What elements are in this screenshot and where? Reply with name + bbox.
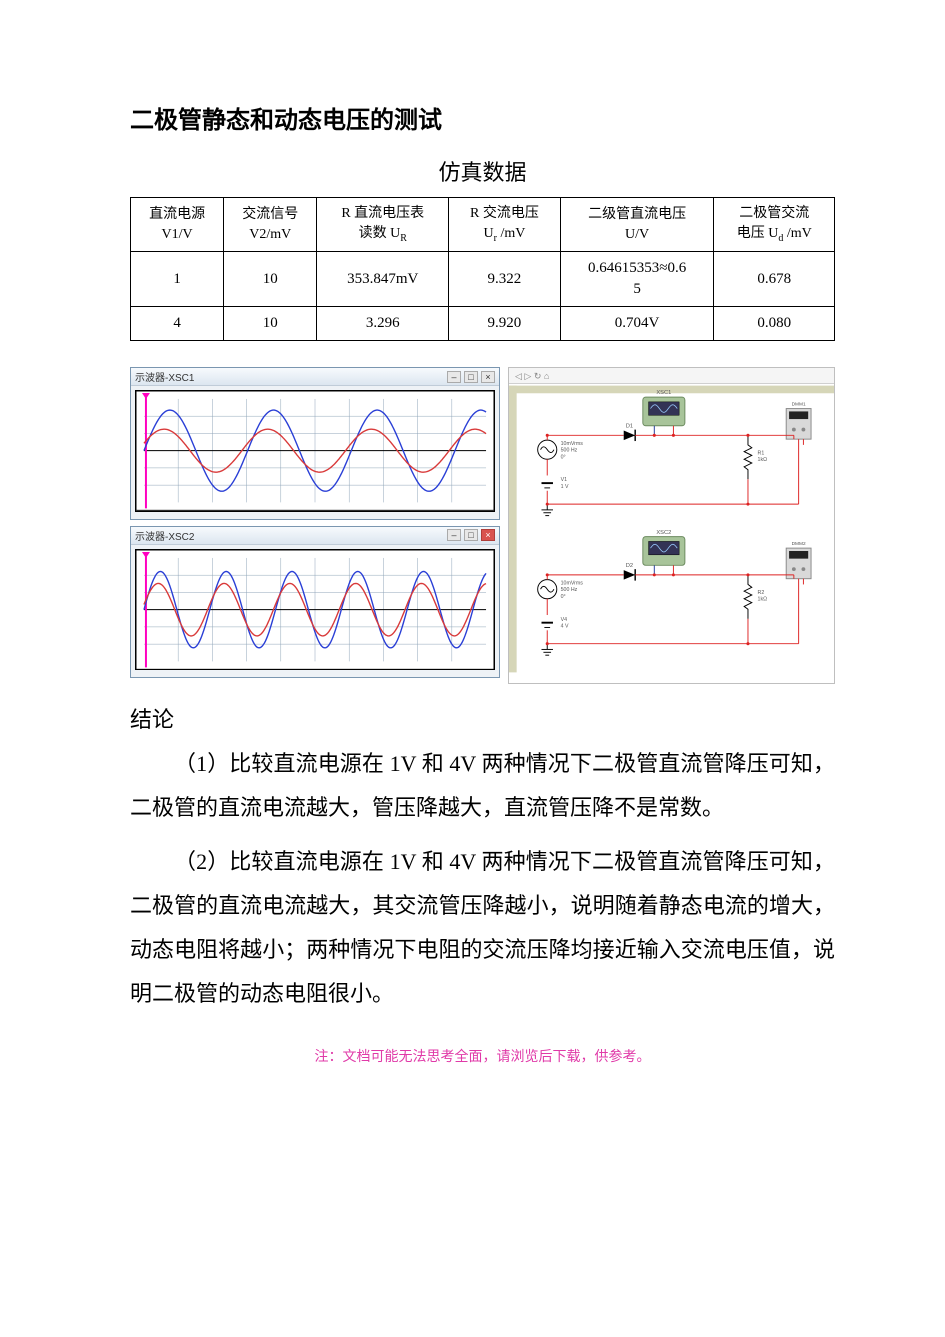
svg-text:500 Hz: 500 Hz (561, 448, 578, 454)
table-cell: 9.920 (449, 307, 561, 341)
svg-text:0°: 0° (561, 455, 566, 461)
scope2-screen (135, 549, 495, 670)
header-v2: 交流信号V2/mV (224, 198, 317, 252)
svg-text:1kΩ: 1kΩ (758, 458, 768, 464)
scope1-screen (135, 390, 495, 511)
svg-text:DMM2: DMM2 (792, 542, 806, 548)
table-cell: 4 (131, 307, 224, 341)
close-icon[interactable]: × (481, 529, 495, 541)
conclusion-1: （1）比较直流电源在 1V 和 4V 两种情况下二极管直流管降压可知，二极管的直… (130, 742, 835, 830)
table-cell: 10 (224, 307, 317, 341)
svg-text:V1: V1 (561, 478, 568, 484)
svg-text:R1: R1 (758, 451, 765, 457)
oscilloscope-window-2: 示波器-XSC2 – □ × (130, 526, 500, 678)
header-v1: 直流电源V1/V (131, 198, 224, 252)
table-cell: 10 (224, 252, 317, 307)
max-icon[interactable]: □ (464, 371, 478, 383)
schematic-toolbar[interactable]: ◁ ▷ ↻ ⌂ (509, 368, 834, 384)
header-ud: 二极管交流电压 Ud /mV (714, 198, 835, 252)
conclusion-heading: 结论 (130, 702, 835, 734)
table-cell: 1 (131, 252, 224, 307)
svg-text:D2: D2 (626, 564, 633, 570)
data-table: 直流电源V1/V交流信号V2/mVR 直流电压表读数 URR 交流电压Ur /m… (130, 197, 835, 341)
oscilloscope-window-1: 示波器-XSC1 – □ × (130, 367, 500, 519)
header-urmv: R 交流电压Ur /mV (449, 198, 561, 252)
header-ur: R 直流电压表读数 UR (317, 198, 449, 252)
table-cell: 0.64615353≈0.65 (560, 252, 714, 307)
conclusion-2: （2）比较直流电源在 1V 和 4V 两种情况下二极管直流管降压可知，二极管的直… (130, 840, 835, 1016)
schematic-panel: ◁ ▷ ↻ ⌂ XSC1DMM110mVrms500 Hz0°V11 VD1R1… (508, 367, 835, 684)
min-icon[interactable]: – (447, 371, 461, 383)
svg-text:10mVrms: 10mVrms (561, 441, 584, 447)
figures-row: 示波器-XSC1 – □ × 示波器-XSC2 – □ × (130, 367, 835, 684)
header-uv: 二级管直流电压U/V (560, 198, 714, 252)
svg-text:XSC2: XSC2 (656, 530, 671, 536)
footnote: 注：文档可能无法思考全面，请浏览后下载，供参考。 (130, 1046, 835, 1066)
svg-text:XSC1: XSC1 (656, 391, 671, 397)
svg-text:1 V: 1 V (561, 484, 569, 490)
close-icon[interactable]: × (481, 371, 495, 383)
scope2-title: 示波器-XSC2 (135, 528, 194, 543)
table-cell: 3.296 (317, 307, 449, 341)
svg-text:D1: D1 (626, 424, 633, 430)
schematic-canvas: XSC1DMM110mVrms500 Hz0°V11 VD1R11kΩXSC2D… (509, 384, 834, 674)
svg-text:0°: 0° (561, 594, 566, 600)
svg-text:R2: R2 (758, 590, 765, 596)
page-title: 二极管静态和动态电压的测试 (130, 100, 835, 135)
svg-text:DMM1: DMM1 (792, 402, 806, 408)
table-cell: 9.322 (449, 252, 561, 307)
svg-text:1kΩ: 1kΩ (758, 597, 768, 603)
max-icon[interactable]: □ (464, 529, 478, 541)
svg-text:4 V: 4 V (561, 624, 569, 630)
min-icon[interactable]: – (447, 529, 461, 541)
table-cell: 0.080 (714, 307, 835, 341)
table-row: 110353.847mV9.3220.64615353≈0.650.678 (131, 252, 835, 307)
svg-text:500 Hz: 500 Hz (561, 588, 578, 594)
table-row: 4103.2969.9200.704V0.080 (131, 307, 835, 341)
table-cell: 0.678 (714, 252, 835, 307)
svg-text:10mVrms: 10mVrms (561, 581, 584, 587)
svg-text:V4: V4 (561, 617, 568, 623)
scope1-title: 示波器-XSC1 (135, 369, 194, 384)
table-subtitle: 仿真数据 (130, 155, 835, 187)
table-cell: 0.704V (560, 307, 714, 341)
table-cell: 353.847mV (317, 252, 449, 307)
